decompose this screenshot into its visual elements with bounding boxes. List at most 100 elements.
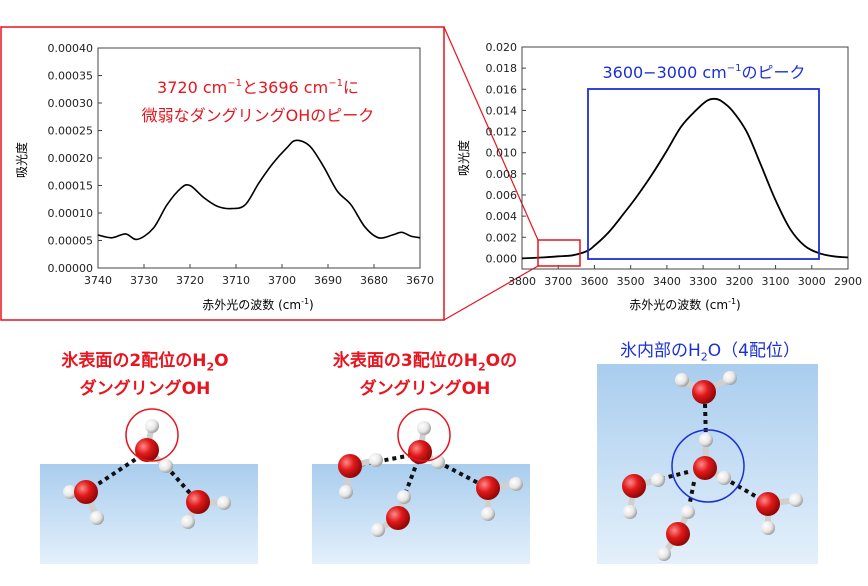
hydrogen-atom bbox=[657, 547, 671, 561]
hydrogen-atom bbox=[369, 453, 383, 467]
x-axis-label: 赤外光の波数 (cm-1) bbox=[629, 297, 740, 312]
hydrogen-atom bbox=[723, 371, 737, 385]
hydrogen-atom bbox=[651, 473, 665, 487]
x-tick-label: 3000 bbox=[798, 275, 826, 288]
x-tick-label: 3670 bbox=[406, 274, 434, 287]
hydrogen-atom bbox=[623, 505, 637, 519]
oxygen-atom bbox=[186, 490, 210, 514]
y-tick-label: 0.00035 bbox=[48, 70, 94, 83]
x-tick-label: 3720 bbox=[176, 274, 204, 287]
hydrogen-atom bbox=[339, 485, 353, 499]
oxygen-atom bbox=[74, 480, 98, 504]
panel-title-2-coordinated: 氷表面の2配位のH2O ダングリングOH bbox=[61, 351, 229, 400]
zoom-region-box bbox=[537, 239, 581, 267]
y-tick-label: 0.016 bbox=[486, 83, 518, 96]
oxygen-atom bbox=[408, 440, 432, 464]
hydrogen-atom bbox=[675, 373, 689, 387]
hydrogen-atom bbox=[417, 421, 431, 435]
x-tick-label: 3100 bbox=[762, 275, 790, 288]
x-tick-label: 2900 bbox=[834, 275, 862, 288]
y-tick-label: 0.012 bbox=[486, 126, 518, 139]
hydrogen-atom bbox=[371, 523, 385, 537]
oxygen-atom bbox=[692, 380, 716, 404]
y-tick-label: 0.00010 bbox=[48, 207, 94, 220]
panel-title-bulk: 氷内部のH2O（4配位） bbox=[620, 341, 800, 364]
zoom-connector-bottom bbox=[443, 265, 539, 321]
absorbance-curve bbox=[521, 97, 849, 260]
hydrogen-atom bbox=[509, 477, 523, 491]
annotation-line-1: 3720 cm−1と3696 cm−1に bbox=[157, 78, 359, 97]
y-tick-labels: 0.000 0.002 0.004 0.006 0.008 0.010 0.012 0.014… bbox=[486, 41, 526, 265]
x-tick-label: 3200 bbox=[725, 275, 753, 288]
plot-area bbox=[521, 46, 849, 270]
y-axis-label: 吸光度 bbox=[456, 140, 471, 176]
y-tick-label: 0.004 bbox=[486, 210, 518, 223]
y-tick-label: 0.00030 bbox=[48, 97, 94, 110]
molecules bbox=[63, 371, 803, 561]
hydrogen-atom bbox=[217, 496, 231, 510]
hydrogen-atom bbox=[63, 485, 77, 499]
x-tick-label: 3730 bbox=[130, 274, 158, 287]
oxygen-atom bbox=[622, 474, 646, 498]
y-tick-label: 0.002 bbox=[486, 231, 518, 244]
x-tick-label: 3680 bbox=[360, 274, 388, 287]
x-axis-label: 赤外光の波数 (cm-1) bbox=[202, 297, 313, 312]
absorbance-curve bbox=[97, 139, 421, 241]
y-tick-label: 0.006 bbox=[486, 189, 518, 202]
x-tick-label: 3700 bbox=[268, 274, 296, 287]
oxygen-atom bbox=[338, 454, 362, 478]
oxygen-atom bbox=[135, 438, 159, 462]
x-tick-label: 3740 bbox=[84, 274, 112, 287]
hydrogen-atom bbox=[717, 471, 731, 485]
x-tick-labels: 3740 3730 3720 3710 3700 3690 3680 3670 bbox=[84, 264, 434, 287]
y-tick-label: 0.00005 bbox=[48, 235, 94, 248]
panel-title-3-coordinated: 氷表面の3配位のH2Oの ダングリングOH bbox=[332, 351, 518, 400]
y-tick-label: 0.00025 bbox=[48, 125, 94, 138]
hydrogen-atom bbox=[145, 419, 159, 433]
y-axis-label: 吸光度 bbox=[14, 142, 29, 178]
y-tick-label: 0.00000 bbox=[48, 262, 94, 275]
x-tick-label: 3600 bbox=[580, 275, 608, 288]
y-tick-label: 0.008 bbox=[486, 168, 518, 181]
hydrogen-atom bbox=[159, 459, 173, 473]
x-tick-label: 3400 bbox=[653, 275, 681, 288]
four-coordinated-highlight bbox=[671, 429, 745, 503]
hydrogen-bond bbox=[437, 460, 485, 488]
x-tick-label: 3300 bbox=[689, 275, 717, 288]
x-tick-labels: 3800 3700 3600 3500 3400 3300 3200 3100 3000 2900 bbox=[508, 265, 862, 288]
y-tick-label: 0.010 bbox=[486, 147, 518, 160]
y-tick-labels: 0.00000 0.00005 0.00010 0.00015 0.00020 0.000… bbox=[48, 42, 102, 275]
annotation-line-2: 微弱なダングリングOHのピーク bbox=[142, 106, 375, 125]
y-tick-label: 0.020 bbox=[486, 41, 518, 54]
x-tick-label: 3690 bbox=[314, 274, 342, 287]
hydrogen-bond bbox=[90, 453, 144, 490]
hydrogen-atom bbox=[699, 433, 713, 447]
ice-surface-panel-1 bbox=[40, 464, 258, 564]
x-tick-label: 3800 bbox=[508, 275, 536, 288]
hydrogen-atom bbox=[681, 505, 695, 519]
chart-zoom: 0.00000 0.00005 0.00010 0.00015 0.00020 0.000… bbox=[14, 42, 434, 312]
x-tick-label: 3710 bbox=[222, 274, 250, 287]
hydrogen-atom bbox=[90, 511, 104, 525]
hydrogen-atom bbox=[397, 490, 411, 504]
peak-annotation: 3600−3000 cm−1のピーク bbox=[602, 63, 805, 82]
y-tick-label: 0.014 bbox=[486, 104, 518, 117]
x-tick-label: 3500 bbox=[617, 275, 645, 288]
hydrogen-atom bbox=[481, 507, 495, 521]
dangling-oh-highlight-1 bbox=[125, 408, 179, 462]
peak-box bbox=[587, 88, 820, 260]
y-tick-label: 0.00040 bbox=[48, 42, 94, 55]
oxygen-atom bbox=[693, 456, 717, 480]
oxygen-atom bbox=[386, 506, 410, 530]
oxygen-atom bbox=[666, 522, 690, 546]
hydrogen-atom bbox=[789, 493, 803, 507]
oxygen-atom bbox=[756, 492, 780, 516]
hydrogen-atom bbox=[181, 515, 195, 529]
chart-full: 0.000 0.002 0.004 0.006 0.008 0.010 0.012 0.014… bbox=[456, 41, 862, 312]
zoom-frame bbox=[0, 26, 445, 321]
x-tick-label: 3700 bbox=[544, 275, 572, 288]
y-tick-label: 0.000 bbox=[486, 252, 518, 265]
dangling-oh-highlight-2 bbox=[397, 408, 451, 462]
hydrogen-bond bbox=[703, 403, 708, 441]
